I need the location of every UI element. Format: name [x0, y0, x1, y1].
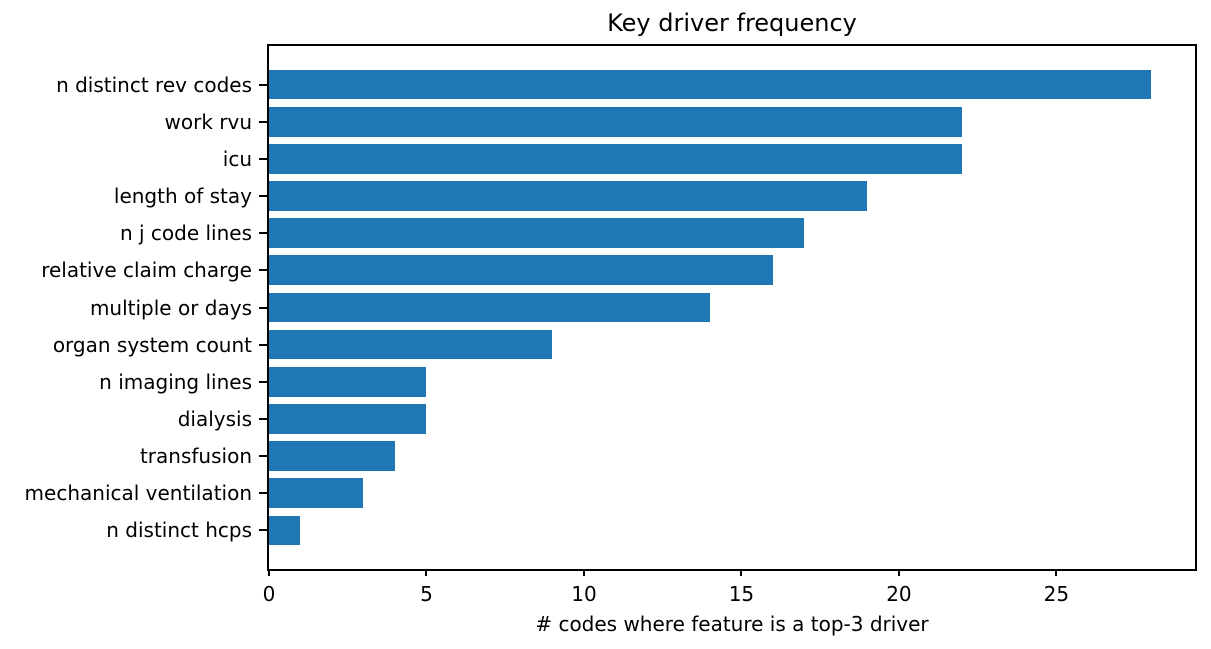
bar [269, 181, 868, 211]
x-tick-label: 20 [886, 582, 912, 606]
bar [269, 441, 395, 471]
bar [269, 255, 773, 286]
x-tick-label: 0 [262, 582, 276, 606]
x-tick-label: 5 [420, 582, 433, 606]
y-tick-label: length of stay [113, 184, 252, 209]
y-tick-label: n j code lines [119, 221, 252, 246]
y-tick-mark [259, 157, 267, 160]
x-axis-label: # codes where feature is a top-3 driver [535, 612, 929, 636]
y-tick-mark [259, 269, 267, 272]
y-tick-mark [259, 455, 267, 458]
x-tick-mark [425, 569, 428, 576]
x-tick-label: 10 [571, 582, 597, 606]
x-tick-mark [268, 569, 270, 576]
y-tick-mark [259, 83, 267, 86]
y-tick-mark [259, 417, 267, 420]
bar [269, 69, 1151, 100]
bar [269, 292, 710, 323]
x-tick-mark [740, 569, 743, 576]
bar [269, 478, 364, 509]
x-tick-mark [582, 569, 585, 576]
y-tick-mark [259, 120, 267, 123]
x-tick-mark [897, 569, 900, 576]
y-tick-label: dialysis [177, 406, 252, 431]
y-tick-label: n imaging lines [99, 369, 252, 394]
y-tick-label: multiple or days [89, 295, 252, 320]
x-tick-label: 25 [1043, 582, 1070, 606]
y-tick-mark [259, 529, 267, 532]
y-tick-mark [259, 343, 267, 346]
y-tick-label: organ system count [52, 332, 252, 357]
y-tick-label: mechanical ventilation [24, 481, 252, 506]
bar [269, 106, 962, 137]
y-tick-label: work rvu [164, 109, 253, 134]
bar [269, 515, 301, 546]
y-tick-mark [259, 232, 267, 235]
bar [269, 366, 427, 397]
bar [269, 218, 805, 249]
y-tick-mark [259, 380, 267, 383]
y-tick-label: n distinct rev codes [56, 72, 252, 97]
bar [269, 329, 553, 360]
x-tick-mark [1055, 569, 1058, 576]
y-tick-label: transfusion [139, 444, 252, 469]
y-tick-label: relative claim charge [41, 258, 252, 283]
chart-title: Key driver frequency [607, 9, 857, 37]
y-tick-mark [259, 306, 267, 309]
y-tick-mark [259, 195, 267, 198]
y-tick-label: n distinct hcps [106, 518, 252, 543]
y-tick-label: icu [222, 146, 252, 171]
y-tick-mark [259, 492, 267, 495]
x-tick-label: 15 [728, 582, 755, 606]
plot-area [259, 44, 1197, 576]
bar [269, 144, 962, 174]
bar [269, 404, 427, 434]
